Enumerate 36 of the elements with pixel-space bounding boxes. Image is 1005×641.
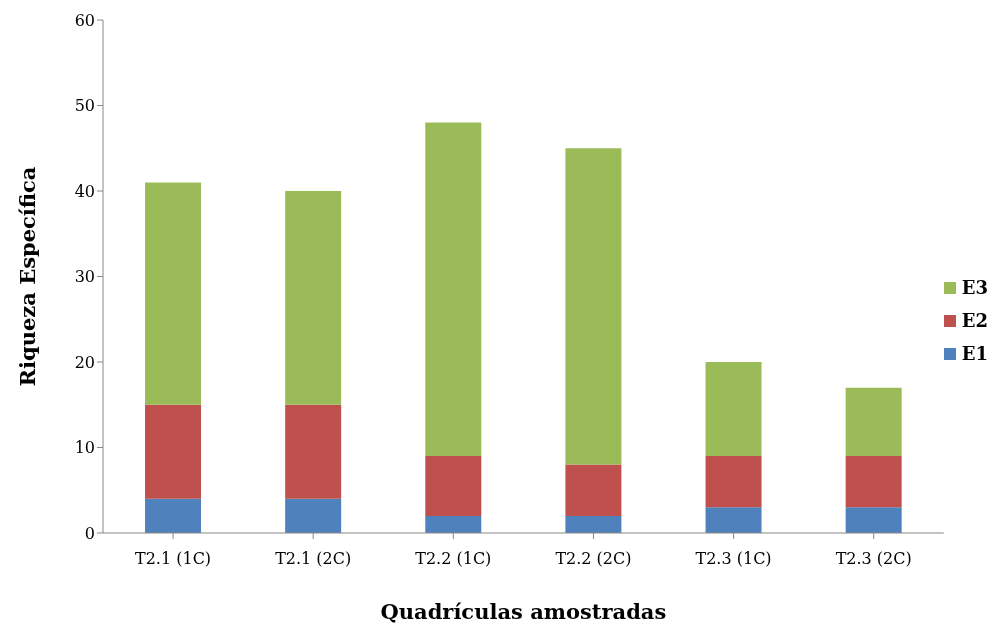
bar — [145, 182, 202, 405]
y-tick-label: 50 — [74, 96, 95, 116]
bar — [845, 507, 902, 533]
x-tick-label: T2.1 (1C) — [135, 549, 212, 569]
bar — [425, 515, 482, 533]
bar — [425, 456, 482, 516]
x-tick-label: T2.3 (1C) — [695, 549, 772, 569]
x-tick-label: T2.2 (1C) — [415, 549, 492, 569]
bar — [285, 404, 342, 499]
y-tick-label: 40 — [74, 181, 95, 201]
y-tick-label: 60 — [74, 10, 95, 30]
y-axis-title: Riqueza Específica — [15, 166, 41, 387]
bar — [425, 122, 482, 457]
bar — [145, 404, 202, 499]
bar — [285, 191, 342, 405]
bar — [845, 456, 902, 508]
legend-label: E3 — [961, 277, 988, 298]
bar — [285, 498, 342, 533]
bar — [705, 362, 762, 457]
x-tick-label: T2.3 (2C) — [835, 549, 912, 569]
y-tick-label: 30 — [74, 267, 95, 287]
legend-label: E2 — [961, 310, 988, 331]
bar — [565, 148, 622, 465]
x-tick-label: T2.1 (2C) — [275, 549, 352, 569]
bar — [565, 515, 622, 533]
x-tick-label: T2.2 (2C) — [555, 549, 632, 569]
x-axis-title: Quadrículas amostradas — [380, 599, 667, 624]
y-tick-label: 20 — [74, 352, 95, 372]
y-tick-label: 0 — [84, 523, 95, 543]
bar — [705, 456, 762, 508]
bar — [845, 387, 902, 457]
bar — [565, 464, 622, 516]
y-tick-label: 10 — [74, 438, 95, 458]
bar — [705, 507, 762, 533]
bar — [145, 498, 202, 533]
legend-label: E1 — [961, 343, 988, 364]
